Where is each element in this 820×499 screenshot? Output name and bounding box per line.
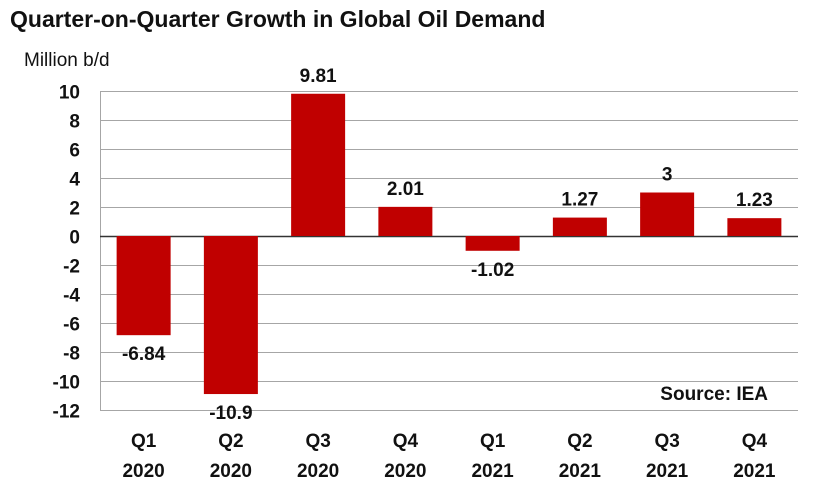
x-tick-quarter: Q3 xyxy=(305,431,330,452)
bar xyxy=(465,236,520,251)
x-tick-quarter: Q1 xyxy=(131,431,157,452)
x-tick-year: 2021 xyxy=(646,461,689,482)
y-tick-label: 0 xyxy=(69,228,80,249)
y-tick-label: 6 xyxy=(69,141,80,162)
y-tick-label: 2 xyxy=(69,199,80,220)
y-tick-label: 8 xyxy=(69,112,80,133)
y-tick-label: -6 xyxy=(63,315,80,336)
bar xyxy=(640,192,695,236)
data-label: -10.9 xyxy=(209,403,252,424)
x-tick-quarter: Q3 xyxy=(654,431,679,452)
data-label: 1.27 xyxy=(561,190,598,211)
y-tick-label: -8 xyxy=(63,344,80,365)
bar xyxy=(203,236,258,395)
data-label: 2.01 xyxy=(387,179,424,200)
data-label: 1.23 xyxy=(736,190,773,211)
source-annotation: Source: IEA xyxy=(660,384,768,405)
x-tick-year: 2020 xyxy=(297,461,339,482)
x-tick-quarter: Q1 xyxy=(480,431,506,452)
x-tick-quarter: Q4 xyxy=(742,431,768,452)
data-label: 3 xyxy=(662,165,673,186)
x-tick-year: 2020 xyxy=(210,461,252,482)
bar xyxy=(727,218,782,236)
y-tick-label: 4 xyxy=(69,170,80,191)
x-tick-year: 2021 xyxy=(559,461,602,482)
y-tick-label: -12 xyxy=(53,402,80,423)
bar xyxy=(552,217,607,236)
x-tick-quarter: Q2 xyxy=(218,431,243,452)
x-tick-year: 2020 xyxy=(122,461,164,482)
y-tick-label: 10 xyxy=(59,83,80,104)
x-tick-quarter: Q2 xyxy=(567,431,592,452)
bar xyxy=(378,206,433,236)
y-tick-label: -2 xyxy=(63,257,80,278)
x-tick-year: 2021 xyxy=(733,461,776,482)
x-tick-year: 2020 xyxy=(384,461,426,482)
bar xyxy=(291,93,346,236)
data-label: -6.84 xyxy=(122,344,166,365)
y-tick-label: -10 xyxy=(53,373,80,394)
y-tick-label: -4 xyxy=(63,286,80,307)
bar xyxy=(116,236,171,336)
chart-title: Quarter-on-Quarter Growth in Global Oil … xyxy=(10,6,545,32)
data-label: 9.81 xyxy=(300,66,337,87)
data-label: -1.02 xyxy=(471,260,514,281)
x-tick-year: 2021 xyxy=(471,461,514,482)
y-axis-label: Million b/d xyxy=(24,50,110,71)
x-tick-quarter: Q4 xyxy=(393,431,419,452)
